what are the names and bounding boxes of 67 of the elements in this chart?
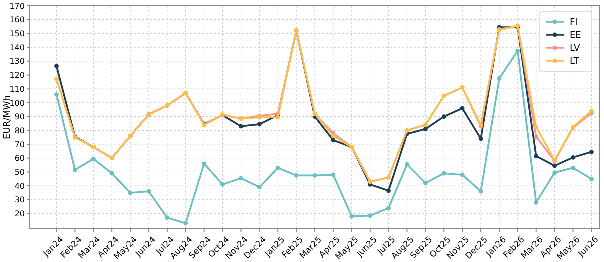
point xyxy=(534,124,539,130)
y-tick-label: 130 xyxy=(10,57,25,66)
point xyxy=(571,166,576,170)
y-tick-label: 170 xyxy=(10,2,25,11)
point xyxy=(478,136,484,142)
y-tick-label: 140 xyxy=(10,43,25,52)
point xyxy=(460,106,465,111)
point xyxy=(442,114,446,120)
point xyxy=(276,166,280,170)
point xyxy=(239,124,244,129)
point xyxy=(534,134,539,140)
point xyxy=(54,92,59,97)
point xyxy=(478,189,484,194)
y-tick-label: 90 xyxy=(14,112,25,122)
y-tick-label: 150 xyxy=(10,30,25,38)
point xyxy=(405,162,410,167)
y-tick-label: 20 xyxy=(14,210,25,219)
point xyxy=(220,182,225,187)
point xyxy=(516,48,520,54)
point xyxy=(552,164,558,168)
point xyxy=(368,214,373,218)
point xyxy=(128,190,133,196)
point xyxy=(331,134,336,138)
point xyxy=(552,170,558,176)
legend-label: LV xyxy=(570,44,582,54)
point xyxy=(184,221,188,226)
y-tick-label: 70 xyxy=(14,140,25,150)
y-tick-label: 120 xyxy=(10,71,25,80)
point xyxy=(312,173,318,178)
point xyxy=(146,189,152,194)
point xyxy=(534,154,539,158)
y-tick-label: 30 xyxy=(14,196,25,205)
point xyxy=(571,155,576,160)
point xyxy=(110,171,114,176)
point xyxy=(202,162,207,166)
point xyxy=(165,216,170,220)
y-tick-label: 100 xyxy=(10,98,25,108)
point xyxy=(239,176,244,181)
point xyxy=(54,64,59,68)
y-tick-label: 110 xyxy=(10,84,25,94)
point xyxy=(590,150,594,154)
legend-label: LT xyxy=(570,57,580,68)
point xyxy=(257,122,262,127)
point xyxy=(350,214,354,219)
legend-label: EE xyxy=(570,31,582,42)
point xyxy=(386,188,391,194)
legend-label: FI xyxy=(570,18,578,28)
point xyxy=(460,172,465,178)
point xyxy=(386,206,391,210)
point xyxy=(72,168,78,172)
point xyxy=(294,173,299,178)
point xyxy=(590,176,594,182)
y-tick-label: 40 xyxy=(14,182,25,191)
point xyxy=(91,156,96,162)
point xyxy=(534,200,539,205)
point xyxy=(423,127,428,132)
point xyxy=(331,138,336,143)
point xyxy=(497,76,502,81)
point xyxy=(257,185,262,190)
point xyxy=(590,109,594,114)
y-tick-label: 160 xyxy=(10,16,25,25)
point xyxy=(442,171,446,176)
y-tick-label: 50 xyxy=(14,168,25,178)
point xyxy=(331,172,336,178)
point xyxy=(423,181,428,186)
y-tick-label: 60 xyxy=(14,154,25,164)
y-tick-label: 80 xyxy=(14,126,25,136)
